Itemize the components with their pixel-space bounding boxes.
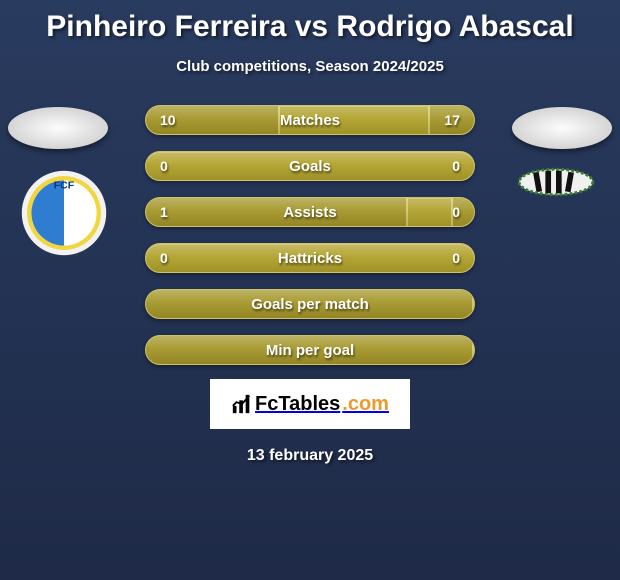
stat-value-left: 0 (160, 158, 168, 174)
stat-value-right: 0 (452, 158, 460, 174)
footer-date: 13 february 2025 (0, 447, 620, 465)
stat-row-assists: 1 Assists 0 (145, 197, 475, 227)
brand-link[interactable]: FcTables.com (210, 379, 410, 429)
stat-value-right: 0 (452, 204, 460, 220)
stat-label: Assists (283, 204, 336, 221)
stat-row-hattricks: 0 Hattricks 0 (145, 243, 475, 273)
stat-label: Goals per match (251, 296, 369, 313)
page-title: Pinheiro Ferreira vs Rodrigo Abascal (0, 0, 620, 44)
brand-chart-icon (231, 393, 253, 415)
comparison-stage: FCF 10 Matches 17 0 (0, 105, 620, 465)
page-subtitle: Club competitions, Season 2024/2025 (0, 58, 620, 75)
stat-value-right: 0 (452, 250, 460, 266)
brand-suffix: .com (342, 393, 389, 416)
club-logo-right (512, 165, 600, 197)
stat-label: Goals (289, 158, 331, 175)
stat-value-left: 10 (160, 112, 176, 128)
stat-row-goals: 0 Goals 0 (145, 151, 475, 181)
stat-value-left: 1 (160, 204, 168, 220)
stat-label: Matches (280, 112, 340, 129)
player-avatar-right (512, 107, 612, 149)
stat-value-right: 17 (444, 112, 460, 128)
stat-row-goals-per-match: Goals per match (145, 289, 475, 319)
stat-label: Min per goal (266, 342, 354, 359)
player-avatar-left (8, 107, 108, 149)
svg-text:FCF: FCF (54, 179, 75, 191)
stat-fill-left (146, 198, 408, 226)
stat-label: Hattricks (278, 250, 342, 267)
stat-row-min-per-goal: Min per goal (145, 335, 475, 365)
club-logo-left: FCF (20, 169, 108, 257)
stat-value-left: 0 (160, 250, 168, 266)
comparison-bars: 10 Matches 17 0 Goals 0 1 Assists 0 0 Ha… (145, 105, 475, 365)
brand-name: FcTables (255, 393, 340, 416)
stat-row-matches: 10 Matches 17 (145, 105, 475, 135)
